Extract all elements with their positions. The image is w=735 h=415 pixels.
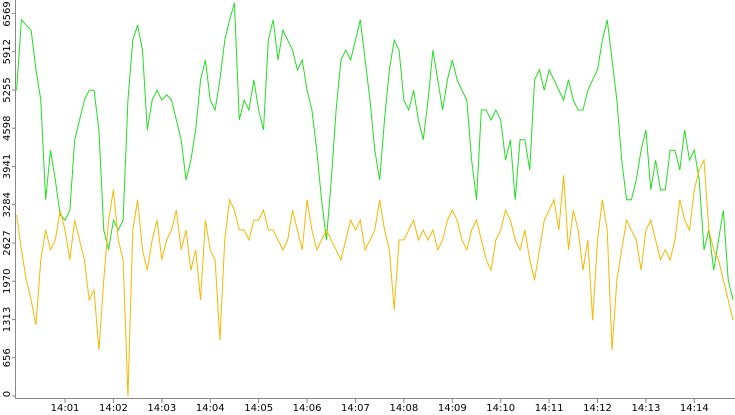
x-tick-label: 14:11 [535,403,564,414]
x-tick-label: 14:04 [196,403,225,414]
y-tick-label: 3284 [2,192,13,217]
x-tick-label: 14:06 [293,403,322,414]
x-tick-label: 14:12 [583,403,612,414]
y-tick-label: 5255 [2,77,13,102]
y-tick-label: 656 [2,348,13,367]
x-tick-label: 14:02 [99,403,128,414]
series-line [16,158,734,397]
x-tick-label: 14:01 [51,403,80,414]
x-tick-label: 14:10 [486,403,515,414]
y-tick-label: 3941 [2,154,13,179]
y-tick-label: 0 [2,391,13,397]
y-tick-label: 6569 [2,1,13,26]
x-tick-label: 14:07 [341,403,370,414]
y-tick-label: 5912 [2,39,13,64]
y-tick-label: 1970 [2,269,13,294]
x-tick-label: 14:09 [438,403,467,414]
y-tick-label: 4598 [2,116,13,141]
x-tick-label: 14:08 [389,403,418,414]
y-tick-label: 1313 [2,307,13,332]
x-tick-label: 14:03 [147,403,176,414]
y-tick-label: 2627 [2,230,13,255]
x-tick-label: 14:13 [632,403,661,414]
x-tick-label: 14:05 [244,403,273,414]
x-tick-label: 14:14 [680,403,709,414]
series-line [16,2,734,301]
